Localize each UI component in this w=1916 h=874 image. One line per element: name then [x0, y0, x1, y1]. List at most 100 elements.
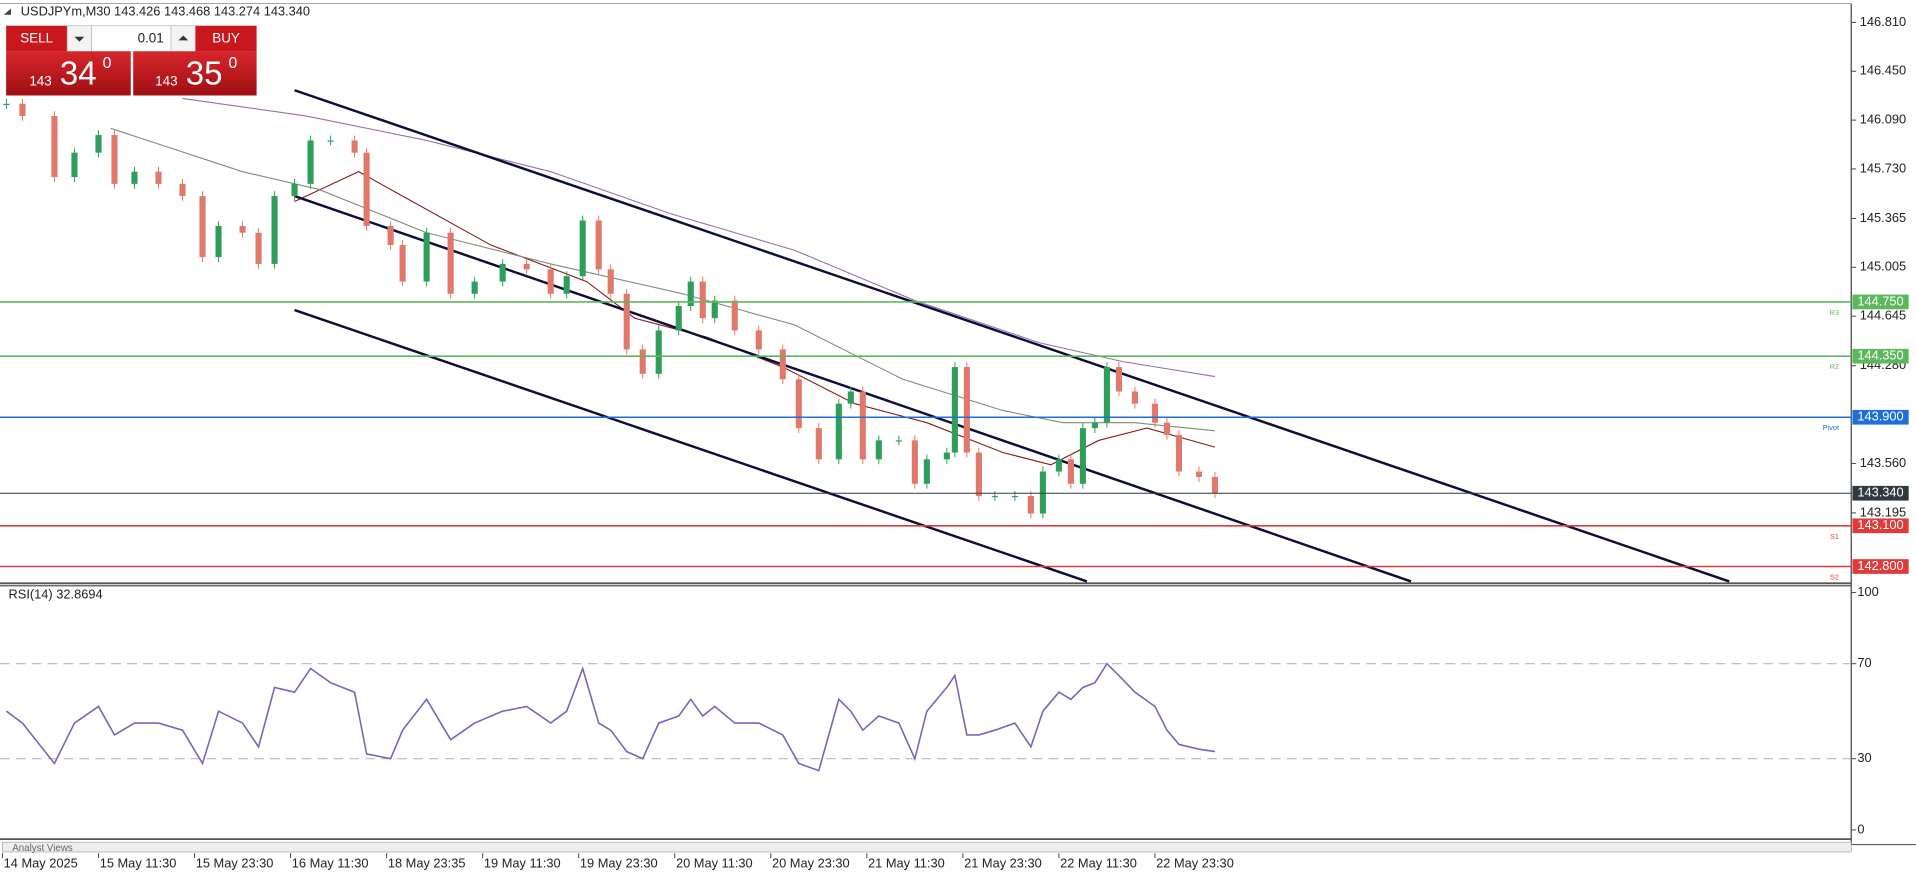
buy-button[interactable]	[195, 25, 257, 52]
y-tick-label: 145.730	[1860, 160, 1906, 175]
candle-body	[387, 225, 394, 245]
candle-body	[951, 367, 958, 453]
candle-body	[875, 440, 882, 460]
sell-button[interactable]	[6, 25, 68, 52]
candle-body	[1211, 476, 1219, 494]
candle-body	[655, 330, 662, 374]
candle-body	[579, 220, 586, 277]
candle-body	[423, 232, 430, 282]
candle-body	[327, 140, 334, 142]
candle-body	[255, 232, 262, 264]
y-tick-label: 143.195	[1860, 504, 1906, 519]
level-label: 143.100	[1857, 517, 1903, 532]
candle-body	[199, 196, 206, 258]
candle-body	[523, 263, 530, 270]
candle-body	[363, 152, 370, 226]
y-tick-label: 145.005	[1860, 259, 1906, 274]
sell-label[interactable]: SELL	[20, 31, 53, 46]
y-tick-label: 144.645	[1860, 308, 1906, 323]
candle-body	[1175, 434, 1183, 472]
candle-body	[943, 452, 950, 460]
candle-body	[307, 140, 314, 184]
candle-body	[711, 300, 718, 319]
moving-average	[182, 97, 1216, 378]
level-label: 144.750	[1857, 293, 1903, 308]
y-tick-label: 145.365	[1860, 210, 1906, 225]
candle-body	[1039, 471, 1046, 514]
candle-body	[547, 269, 554, 294]
buy-price-box[interactable]	[133, 51, 257, 96]
candle-body	[1151, 403, 1158, 423]
candle-body	[595, 220, 602, 270]
rsi-line	[5, 662, 1216, 772]
candle-body	[179, 183, 186, 197]
candle-body	[155, 171, 162, 184]
candle-body	[1163, 422, 1170, 435]
trendline	[294, 89, 1730, 583]
x-tick-label: 21 May 23:30	[964, 856, 1042, 871]
trade-panel: SELL 0.01 BUY 143 34 0 143 35 0	[6, 25, 257, 96]
candle-body	[1091, 422, 1098, 429]
candle-body	[271, 196, 278, 264]
candle-body	[499, 263, 506, 282]
candle-body	[111, 135, 118, 184]
sell-price-big[interactable]: 143	[29, 74, 51, 89]
candle-body	[835, 403, 842, 460]
level-tag: S1	[1830, 532, 1839, 541]
lot-input[interactable]	[91, 25, 172, 52]
level-label: 142.800	[1857, 558, 1903, 573]
y-tick-label: 100	[1857, 584, 1878, 599]
level-badge	[1852, 348, 1909, 364]
sell-price-box[interactable]	[6, 51, 131, 96]
candle-body	[1027, 495, 1034, 514]
level-badge	[1852, 518, 1909, 534]
candle-body	[563, 276, 570, 294]
buy-label[interactable]: BUY	[212, 31, 240, 46]
candle-body	[859, 391, 866, 460]
x-tick-label: 20 May 11:30	[676, 856, 753, 871]
level-tag: S2	[1830, 572, 1839, 581]
candle-body	[351, 140, 358, 153]
x-tick-label: 15 May 23:30	[196, 856, 274, 871]
buy-price-big[interactable]: 143	[155, 74, 177, 89]
level-badge	[1852, 409, 1909, 425]
level-label: 143.900	[1857, 409, 1903, 424]
x-tick-label: 22 May 23:30	[1156, 856, 1234, 871]
level-badge	[1852, 559, 1909, 574]
candle-body	[1115, 367, 1122, 392]
level-label: 144.350	[1857, 348, 1903, 363]
sell-price-main[interactable]: 34	[60, 55, 97, 92]
footer-tab-label[interactable]: Analyst Views	[12, 843, 73, 854]
candle-body	[607, 269, 614, 294]
level-tag: Pivot	[1823, 423, 1839, 432]
candle-body	[1103, 367, 1110, 423]
candle-body	[131, 171, 138, 184]
candle-body	[623, 293, 630, 350]
candle-body	[1131, 391, 1138, 404]
candle-body	[699, 281, 706, 319]
sell-price-sup[interactable]: 0	[103, 55, 112, 72]
lot-value[interactable]: 0.01	[138, 31, 164, 46]
candle-body	[639, 349, 646, 374]
candle-body	[731, 300, 738, 331]
candle-body	[19, 103, 26, 117]
y-tick-label: 70	[1857, 655, 1871, 670]
candle-body	[1067, 459, 1074, 484]
footer-tab[interactable]	[2, 841, 1852, 853]
candle-body	[1055, 459, 1062, 472]
candle-body	[447, 232, 454, 294]
candle-body	[779, 349, 786, 380]
buy-price-main[interactable]: 35	[186, 55, 223, 92]
y-tick-label: 146.090	[1860, 111, 1906, 126]
candle-body	[795, 379, 802, 429]
candle-body	[963, 367, 970, 453]
candle-body	[399, 244, 406, 282]
candle-body	[895, 440, 902, 442]
buy-price-sup[interactable]: 0	[229, 55, 238, 72]
level-badge	[1852, 485, 1909, 501]
candle-body	[755, 330, 762, 350]
x-tick-label: 19 May 23:30	[580, 856, 658, 871]
trendline	[294, 194, 1412, 583]
